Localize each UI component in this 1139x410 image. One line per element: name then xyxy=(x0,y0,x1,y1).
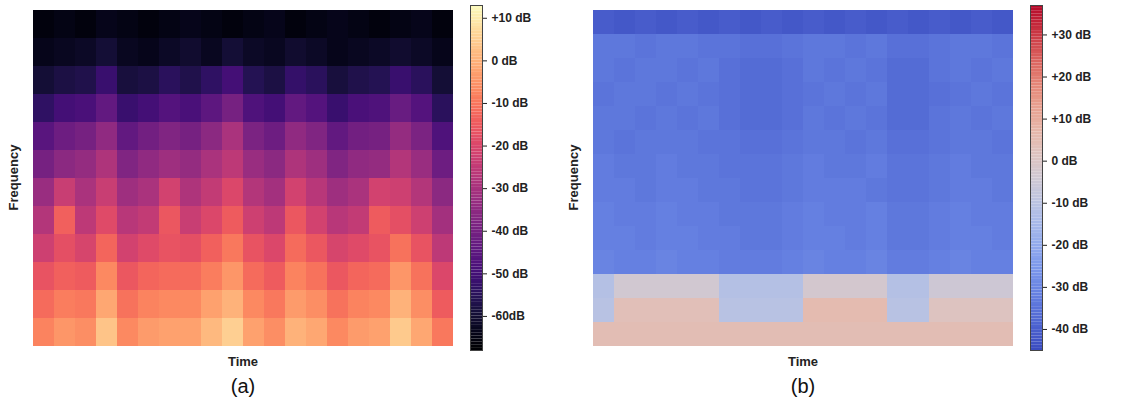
svg-text:-10 dB: -10 dB xyxy=(492,96,529,110)
html-text:(a): (a) xyxy=(230,375,256,397)
html-text:Frequency: Frequency xyxy=(5,144,21,210)
svg-text:-50 dB: -50 dB xyxy=(492,267,529,281)
svg-text:-10 dB: -10 dB xyxy=(1052,196,1089,210)
svg-text:-40 dB: -40 dB xyxy=(492,224,529,238)
svg-text:+10 dB: +10 dB xyxy=(1052,112,1092,126)
svg-text:0 dB: 0 dB xyxy=(1052,154,1078,168)
svg-text:+10 dB: +10 dB xyxy=(492,11,532,25)
html-text:Time: Time xyxy=(227,354,258,369)
html-text:Frequency: Frequency xyxy=(565,144,581,210)
svg-text:+20 dB: +20 dB xyxy=(1052,70,1092,84)
html-text:Time: Time xyxy=(787,354,818,369)
svg-text:-30 dB: -30 dB xyxy=(1052,280,1089,294)
html-text:(b): (b) xyxy=(790,375,816,397)
svg-text:+30 dB: +30 dB xyxy=(1052,28,1092,42)
svg-text:-30 dB: -30 dB xyxy=(492,181,529,195)
svg-text:-20 dB: -20 dB xyxy=(492,139,529,153)
svg-text:-40 dB: -40 dB xyxy=(1052,322,1089,336)
svg-text:-20 dB: -20 dB xyxy=(1052,238,1089,252)
svg-text:0 dB: 0 dB xyxy=(492,54,518,68)
svg-text:-60dB: -60dB xyxy=(492,309,526,323)
